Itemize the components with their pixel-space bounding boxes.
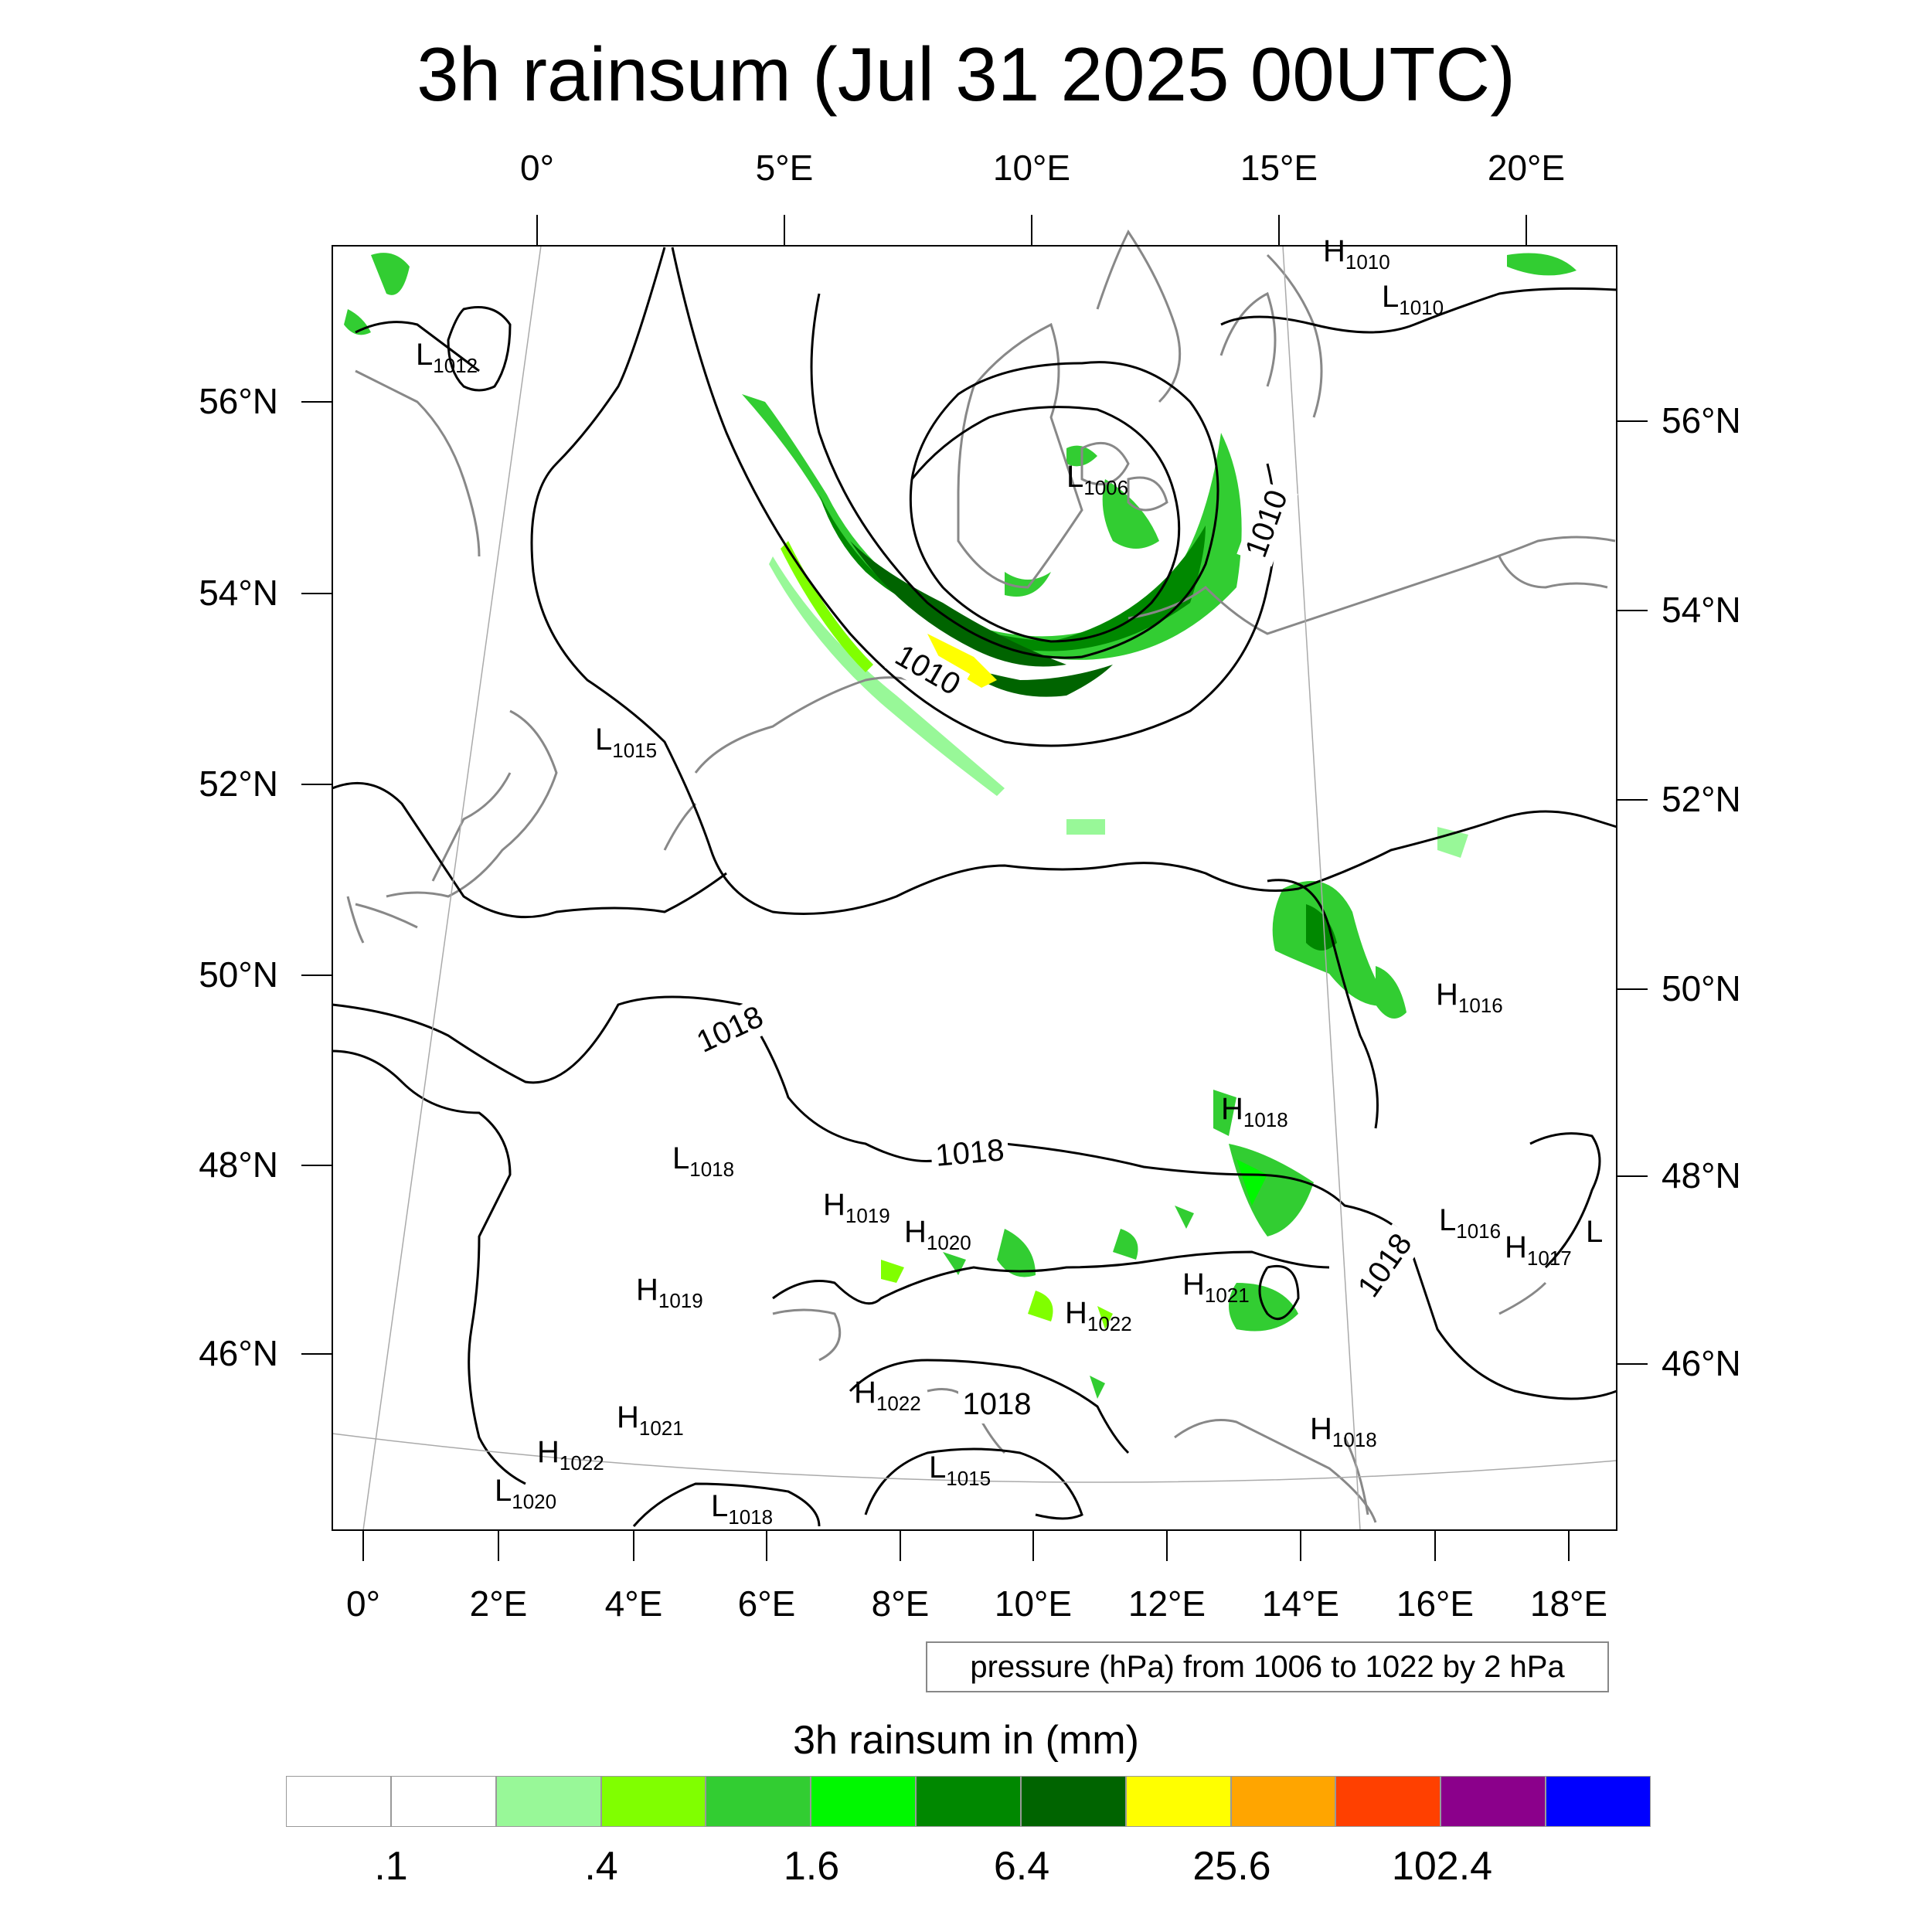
map-title: 3h rainsum (Jul 31 2025 00UTC) xyxy=(417,32,1515,117)
graticule xyxy=(332,245,1617,1531)
pressure-center-label: H1022 xyxy=(854,1376,921,1415)
contour-label-bg xyxy=(1236,481,1298,567)
colorbar-label: 1.6 xyxy=(783,1844,840,1889)
right-lat-label: 54°N xyxy=(1662,590,1741,630)
colorbar-swatch xyxy=(1020,1776,1126,1827)
colorbar-swatch xyxy=(916,1776,1021,1827)
pressure-center-label: H1022 xyxy=(1065,1296,1132,1335)
bottom-lon-label: 2°E xyxy=(469,1583,528,1624)
left-lat-label: 46°N xyxy=(199,1333,278,1373)
colorbar-label: 6.4 xyxy=(993,1844,1050,1889)
top-lon-label: 10°E xyxy=(992,148,1071,188)
colorbar-swatch xyxy=(1125,1776,1231,1827)
colorbar-swatch xyxy=(811,1776,917,1827)
contour-label-bg xyxy=(958,1386,1036,1423)
pressure-center-label: H1017 xyxy=(1505,1230,1572,1270)
bottom-lon-label: 18°E xyxy=(1529,1583,1608,1624)
top-lon-label: 20°E xyxy=(1487,148,1566,188)
contour-label: 1018 xyxy=(963,1387,1032,1421)
pressure-center-label: L1015 xyxy=(595,723,657,762)
colorbar-swatch xyxy=(495,1776,601,1827)
pressure-center-label: H1018 xyxy=(1221,1092,1288,1131)
pressure-center-label: L1006 xyxy=(1066,460,1128,499)
tick-marks xyxy=(301,215,1648,1561)
pressure-center-label: L1016 xyxy=(1439,1203,1501,1243)
colorbar-title: 3h rainsum in (mm) xyxy=(793,1718,1139,1763)
contour-label-bg xyxy=(687,997,774,1063)
pressure-note: pressure (hPa) from 1006 to 1022 by 2 hP… xyxy=(926,1641,1609,1692)
contour-label-bg xyxy=(930,1131,1010,1176)
pressure-center-label: H1022 xyxy=(537,1435,604,1475)
pressure-center-label: L1012 xyxy=(416,338,478,377)
left-lat-label: 48°N xyxy=(199,1145,278,1185)
colorbar-swatch xyxy=(600,1776,706,1827)
rain-field xyxy=(344,253,1577,1399)
bottom-lon-label: 0° xyxy=(346,1583,380,1624)
left-lat-label: 56°N xyxy=(199,381,278,421)
top-lon-label: 0° xyxy=(520,148,554,188)
pressure-center-label: H1021 xyxy=(617,1400,684,1440)
pressure-center-label: H1019 xyxy=(823,1188,890,1227)
right-lat-label: 46°N xyxy=(1662,1343,1741,1383)
bottom-lon-label: 6°E xyxy=(737,1583,796,1624)
pressure-center-label: H1018 xyxy=(1310,1412,1377,1451)
pressure-center-label: H1020 xyxy=(904,1215,971,1254)
right-lat-label: 52°N xyxy=(1662,779,1741,819)
colorbar xyxy=(286,1776,1651,1827)
colorbar-label: 25.6 xyxy=(1192,1844,1271,1889)
contour-label-bg xyxy=(884,635,971,706)
left-lat-label: 50°N xyxy=(199,954,278,995)
bottom-lon-label: 14°E xyxy=(1261,1583,1340,1624)
contour-label-bg xyxy=(1348,1223,1423,1308)
pressure-center-label: L1020 xyxy=(495,1474,556,1513)
colorbar-label: .4 xyxy=(584,1844,618,1889)
pressure-centers: H1010L1010L1012L1006L1015H1016H1018L1018… xyxy=(416,234,1603,1529)
colorbar-swatch xyxy=(390,1776,496,1827)
right-lat-label: 50°N xyxy=(1662,968,1741,1009)
pressure-center-label: L1018 xyxy=(672,1141,734,1181)
pressure-center-label: L1010 xyxy=(1382,280,1444,319)
colorbar-swatch xyxy=(706,1776,811,1827)
left-lat-label: 52°N xyxy=(199,764,278,804)
colorbar-swatch xyxy=(1230,1776,1336,1827)
bottom-lon-label: 16°E xyxy=(1396,1583,1475,1624)
top-lon-label: 5°E xyxy=(755,148,814,188)
left-lat-label: 54°N xyxy=(199,573,278,613)
pressure-center-label: H1010 xyxy=(1323,234,1390,274)
right-lat-label: 56°N xyxy=(1662,400,1741,440)
pressure-center-label: L xyxy=(1586,1215,1603,1249)
pressure-center-label: H1021 xyxy=(1182,1267,1250,1307)
pressure-center-label: L1018 xyxy=(711,1489,773,1529)
colorbar-swatch xyxy=(1335,1776,1441,1827)
colorbar-swatch xyxy=(286,1776,391,1827)
pressure-center-label: L1015 xyxy=(929,1451,991,1490)
right-lat-label: 48°N xyxy=(1662,1155,1741,1196)
top-lon-label: 15°E xyxy=(1240,148,1318,188)
colorbar-swatch xyxy=(1546,1776,1651,1827)
bottom-lon-label: 12°E xyxy=(1128,1583,1206,1624)
contour-label: 1018 xyxy=(934,1133,1005,1173)
pressure-center-label: H1019 xyxy=(636,1273,703,1312)
bottom-lon-label: 8°E xyxy=(871,1583,930,1624)
colorbar-label: 102.4 xyxy=(1391,1844,1493,1889)
colorbar-label: .1 xyxy=(374,1844,408,1889)
bottom-lon-label: 10°E xyxy=(994,1583,1073,1624)
pressure-contours xyxy=(332,247,1617,1527)
map-frame xyxy=(332,245,1617,1531)
pressure-center-label: H1016 xyxy=(1436,978,1503,1017)
bottom-lon-label: 4°E xyxy=(604,1583,663,1624)
colorbar-swatch xyxy=(1440,1776,1546,1827)
